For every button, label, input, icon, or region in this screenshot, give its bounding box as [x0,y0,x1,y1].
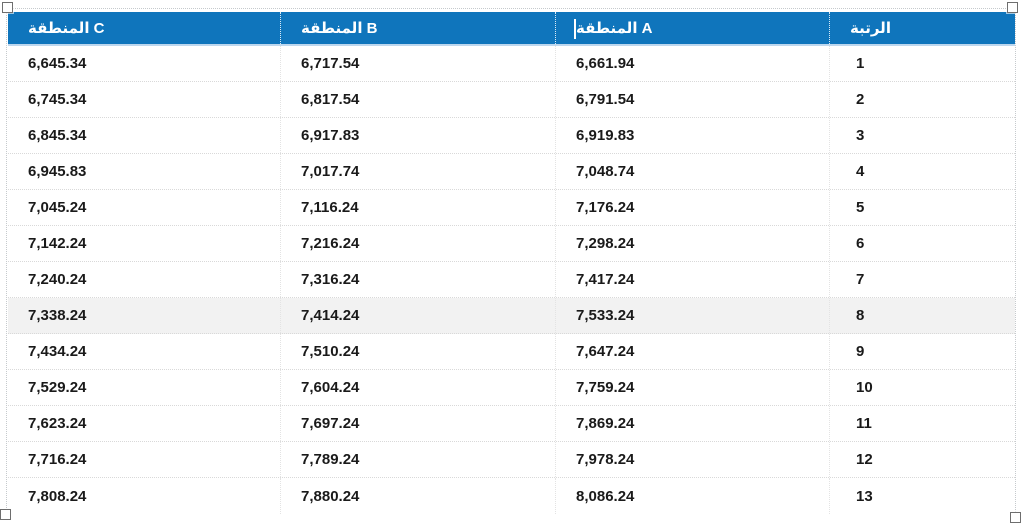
regions-table: المنطقة C المنطقة B المنطقة A الرتبة 6,6… [8,12,1015,514]
table-row[interactable]: 7,142.24 7,216.24 7,298.24 6 [8,226,1015,262]
cell-region-b[interactable]: 6,917.83 [281,118,556,153]
table-row[interactable]: 7,338.24 7,414.24 7,533.24 8 [8,298,1015,334]
resize-handle-top-left[interactable] [2,2,13,13]
cell-rank[interactable]: 7 [856,271,865,288]
cell-rank[interactable]: 3 [856,127,865,144]
cell-region-c[interactable]: 7,529.24 [8,370,281,405]
header-cell-rank[interactable]: الرتبة [830,12,1015,44]
table-row[interactable]: 7,623.24 7,697.24 7,869.24 11 [8,406,1015,442]
cell-region-b[interactable]: 7,789.24 [281,442,556,477]
cell-region-a[interactable]: 7,759.24 [556,370,830,405]
cell-region-b[interactable]: 7,414.24 [281,298,556,333]
resize-handle-top-right[interactable] [1007,2,1018,13]
header-label-region-c: المنطقة C [28,20,105,37]
cell-region-c[interactable]: 6,645.34 [8,46,281,81]
cell-rank[interactable]: 12 [856,451,873,468]
cell-region-b[interactable]: 7,116.24 [281,190,556,225]
cell-region-c[interactable]: 6,845.34 [8,118,281,153]
table-row[interactable]: 7,045.24 7,116.24 7,176.24 5 [8,190,1015,226]
table-body: 6,645.34 6,717.54 6,661.94 1 6,745.34 6,817.5… [8,46,1015,514]
cell-region-b[interactable]: 7,604.24 [281,370,556,405]
table-row[interactable]: 6,845.34 6,917.83 6,919.83 3 [8,118,1015,154]
cell-region-c[interactable]: 6,945.83 [8,154,281,189]
table-header-row: المنطقة C المنطقة B المنطقة A الرتبة [8,12,1015,46]
header-cell-region-b[interactable]: المنطقة B [281,12,556,44]
cell-region-c[interactable]: 7,338.24 [8,298,281,333]
cell-region-a[interactable]: 8,086.24 [556,478,830,514]
table-row[interactable]: 7,240.24 7,316.24 7,417.24 7 [8,262,1015,298]
cell-region-c[interactable]: 7,623.24 [8,406,281,441]
text-cursor [574,19,576,39]
cell-region-b[interactable]: 6,817.54 [281,82,556,117]
table-row[interactable]: 6,645.34 6,717.54 6,661.94 1 [8,46,1015,82]
table-row[interactable]: 7,808.24 7,880.24 8,086.24 13 [8,478,1015,514]
cell-region-c[interactable]: 7,716.24 [8,442,281,477]
header-label-region-b: المنطقة B [301,20,378,37]
header-cell-region-c[interactable]: المنطقة C [8,12,281,44]
header-label-region-a: المنطقة A [576,20,653,37]
cell-region-a[interactable]: 7,533.24 [556,298,830,333]
cell-region-c[interactable]: 7,142.24 [8,226,281,261]
cell-rank[interactable]: 2 [856,91,865,108]
cell-region-a[interactable]: 6,791.54 [556,82,830,117]
cell-region-b[interactable]: 7,510.24 [281,334,556,369]
cell-region-b[interactable]: 7,017.74 [281,154,556,189]
cell-region-b[interactable]: 7,697.24 [281,406,556,441]
cell-rank[interactable]: 13 [856,487,873,505]
cell-region-a[interactable]: 7,417.24 [556,262,830,297]
cell-region-b[interactable]: 7,880.24 [281,478,556,514]
resize-handle-bottom-right[interactable] [1010,512,1021,523]
table-row[interactable]: 6,945.83 7,017.74 7,048.74 4 [8,154,1015,190]
table-row[interactable]: 7,716.24 7,789.24 7,978.24 12 [8,442,1015,478]
cell-rank[interactable]: 9 [856,343,865,360]
cell-region-b[interactable]: 7,216.24 [281,226,556,261]
table-row[interactable]: 6,745.34 6,817.54 6,791.54 2 [8,82,1015,118]
resize-handle-bottom-left[interactable] [0,509,11,520]
cell-region-a[interactable]: 7,176.24 [556,190,830,225]
cell-rank[interactable]: 8 [856,307,865,324]
cell-rank[interactable]: 1 [856,55,865,72]
cell-region-a[interactable]: 7,298.24 [556,226,830,261]
header-cell-region-a[interactable]: المنطقة A [556,12,830,44]
cell-region-a[interactable]: 7,647.24 [556,334,830,369]
cell-region-a[interactable]: 6,919.83 [556,118,830,153]
table-row[interactable]: 7,529.24 7,604.24 7,759.24 10 [8,370,1015,406]
cell-region-c[interactable]: 7,045.24 [8,190,281,225]
cell-region-c[interactable]: 6,745.34 [8,82,281,117]
cell-region-b[interactable]: 7,316.24 [281,262,556,297]
cell-region-c[interactable]: 7,240.24 [8,262,281,297]
cell-region-a[interactable]: 7,048.74 [556,154,830,189]
cell-region-c[interactable]: 7,434.24 [8,334,281,369]
cell-rank[interactable]: 6 [856,235,865,252]
header-label-rank: الرتبة [850,20,891,37]
cell-region-a[interactable]: 7,869.24 [556,406,830,441]
cell-region-a[interactable]: 7,978.24 [556,442,830,477]
table-row[interactable]: 7,434.24 7,510.24 7,647.24 9 [8,334,1015,370]
cell-rank[interactable]: 4 [856,163,865,180]
cell-rank[interactable]: 5 [856,199,865,216]
cell-rank[interactable]: 10 [856,379,873,396]
cell-region-c[interactable]: 7,808.24 [8,478,281,514]
cell-region-a[interactable]: 6,661.94 [556,46,830,81]
cell-region-b[interactable]: 6,717.54 [281,46,556,81]
cell-rank[interactable]: 11 [856,415,872,432]
